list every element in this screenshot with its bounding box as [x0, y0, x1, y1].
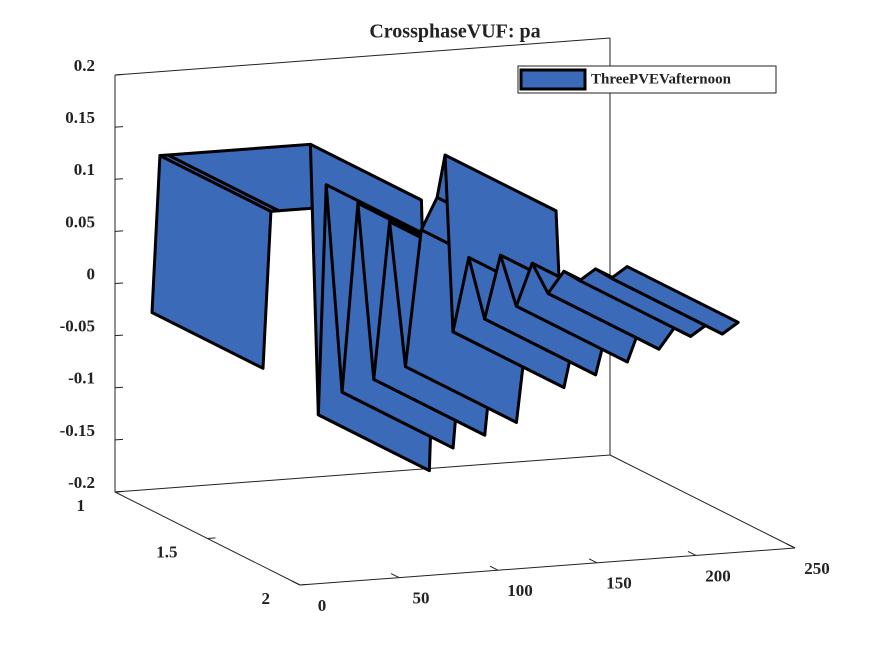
box-edge — [609, 454, 796, 549]
z-tick — [114, 438, 124, 441]
z-tick — [114, 178, 124, 180]
legend-label: ThreePVEVafternoon — [591, 71, 732, 87]
y-tick — [299, 583, 309, 586]
x-tick — [291, 580, 301, 586]
z-tick-label: 0.1 — [74, 160, 95, 179]
axes: -0.2 -0.15 -0.1 -0.05 0 0.05 0.1 0.15 0.2 0 50 100 1… — [60, 37, 830, 615]
x-tick — [588, 558, 598, 564]
z-tick — [114, 386, 124, 389]
z-tick-label: 0.05 — [65, 212, 95, 231]
x-tick-label: 0 — [318, 596, 327, 615]
y-tick-label: 1.5 — [156, 542, 177, 561]
z-tick-label: -0.2 — [68, 473, 95, 492]
z-tick-label: 0 — [87, 264, 96, 283]
ribbon-segment — [609, 265, 740, 336]
x-tick — [687, 550, 697, 556]
z-tick-label: -0.15 — [60, 421, 95, 440]
x-tick-label: 250 — [804, 559, 830, 578]
y-tick-label: 1 — [77, 496, 86, 515]
x-tick — [390, 573, 400, 579]
box-edge — [114, 454, 611, 493]
x-tick — [489, 565, 499, 571]
y-tick — [207, 537, 216, 539]
z-tick — [114, 74, 124, 76]
box-edge — [114, 37, 611, 76]
legend-swatch — [519, 68, 587, 91]
x-tick — [786, 543, 796, 549]
z-tick-label: 0.15 — [65, 108, 95, 127]
z-tick — [114, 126, 124, 128]
y-tick — [114, 490, 124, 493]
z-tick-label: -0.1 — [68, 369, 95, 388]
plot — [150, 142, 740, 473]
box-edge — [299, 547, 796, 586]
x-tick-label: 200 — [705, 566, 731, 585]
legend: ThreePVEVafternoon — [517, 65, 777, 94]
chart-title: CrossphaseVUF: pa — [369, 21, 540, 43]
z-tick-label: 0.2 — [74, 56, 95, 75]
x-tick-label: 50 — [413, 589, 430, 608]
x-tick-label: 150 — [606, 574, 632, 593]
z-tick — [114, 230, 124, 232]
z-tick — [114, 334, 124, 337]
z-tick-label: -0.05 — [60, 317, 95, 336]
z-tick — [114, 282, 124, 284]
y-tick-label: 2 — [262, 589, 271, 608]
x-tick-label: 100 — [507, 581, 533, 600]
